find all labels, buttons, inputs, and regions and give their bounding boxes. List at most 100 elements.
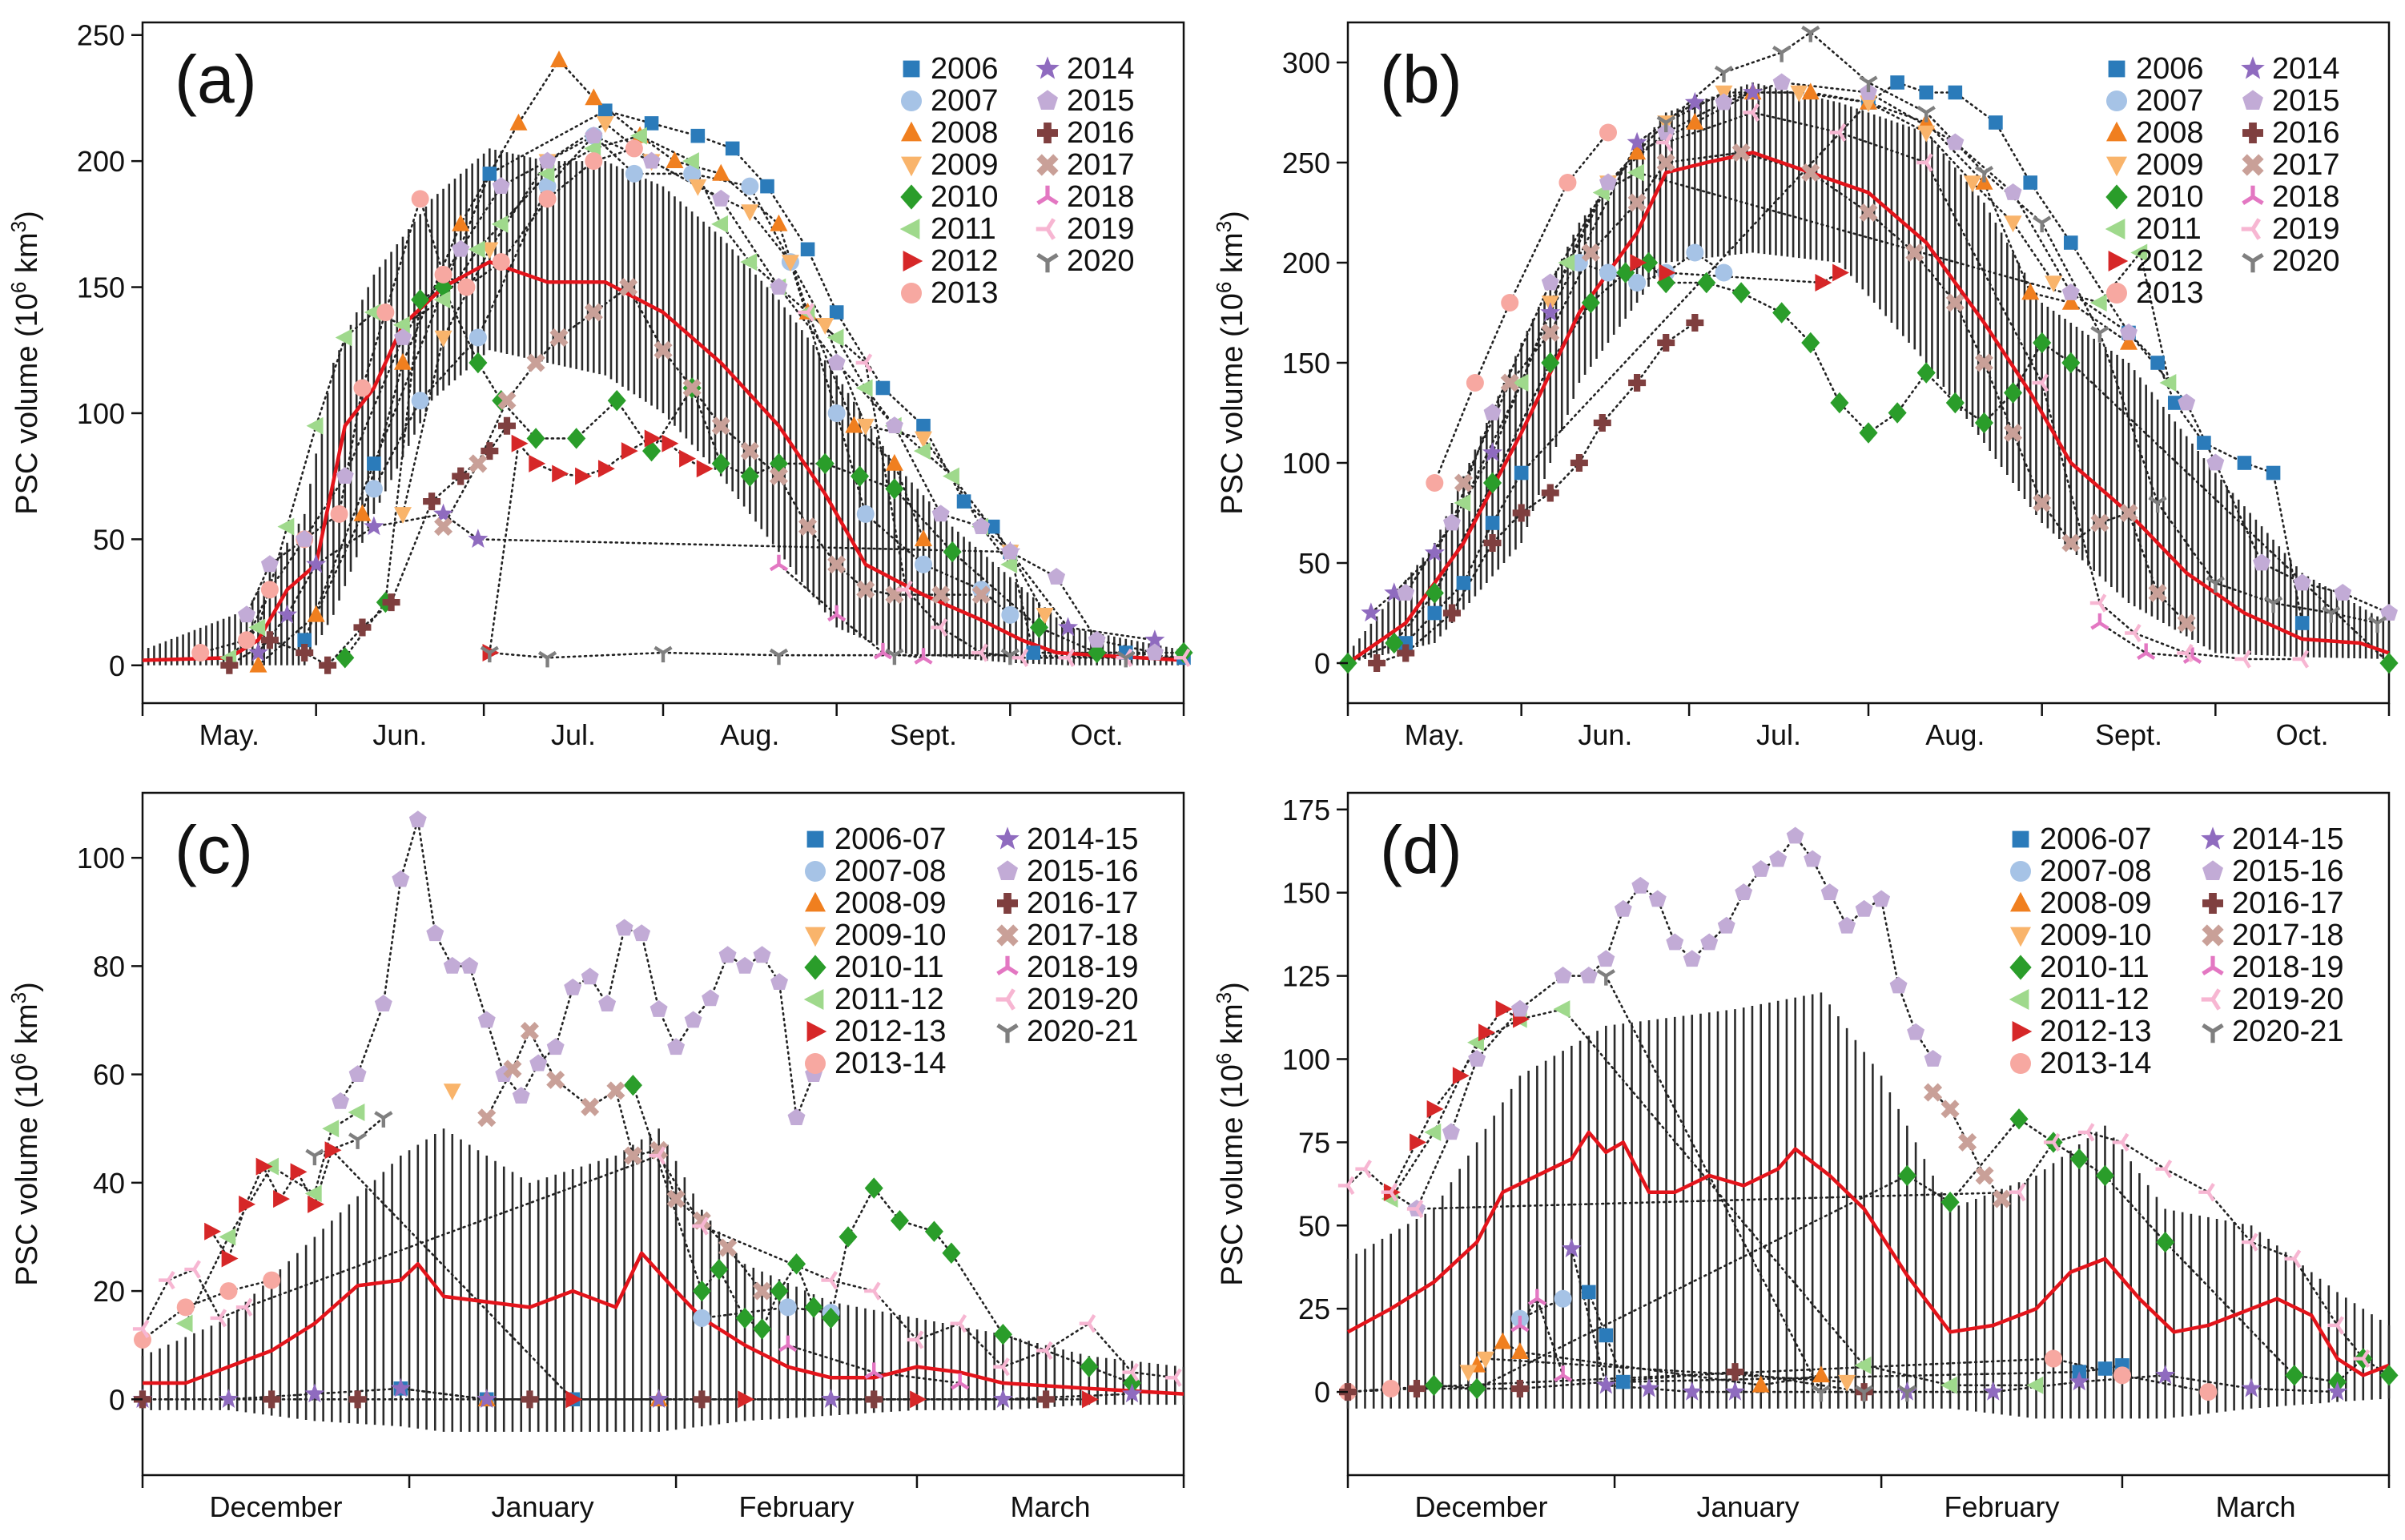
marker-2015-16 (1717, 916, 1735, 934)
marker-2020-21 (1596, 969, 1615, 986)
marker-2011 (826, 328, 844, 347)
marker-2018 (2137, 643, 2156, 660)
marker-2012-13 (204, 1222, 222, 1240)
marker-2015-16 (1442, 1123, 1460, 1140)
legend-marker-2014-15 (995, 826, 1020, 850)
marker-2010-11 (2379, 1365, 2399, 1386)
marker-2011 (364, 304, 381, 322)
marker-2020 (1656, 115, 1675, 133)
legend-marker-2019 (2241, 218, 2261, 240)
marker-2020 (1000, 648, 1020, 665)
marker-2018 (873, 642, 893, 660)
marker-2012 (575, 467, 592, 485)
marker-2006 (2294, 616, 2310, 630)
marker-2011 (392, 316, 410, 334)
marker-2012-13 (1495, 1000, 1513, 1019)
marker-2011 (630, 127, 647, 145)
marker-2019 (2177, 643, 2194, 663)
marker-2012-13 (273, 1190, 291, 1208)
marker-2007 (683, 164, 702, 183)
marker-2006 (2167, 396, 2182, 410)
x-month-label: February (738, 1490, 854, 1523)
marker-2007 (538, 177, 557, 195)
legend-label: 2006 (2136, 52, 2204, 86)
marker-2013-14 (1381, 1379, 1400, 1397)
marker-2009 (596, 116, 614, 134)
marker-2019-20 (1355, 1160, 1372, 1179)
marker-2011-12 (1424, 1123, 1442, 1141)
y-tick-label: 80 (93, 950, 125, 983)
marker-2010-11 (1467, 1377, 1486, 1400)
marker-2008 (915, 529, 932, 547)
marker-2018-19 (1553, 1365, 1573, 1382)
legend-label: 2017 (1067, 148, 1135, 182)
marker-2010-11 (993, 1323, 1012, 1345)
marker-2006-07 (2097, 1361, 2113, 1376)
y-tick-label: 100 (1282, 1043, 1330, 1076)
marker-2013-14 (219, 1282, 238, 1301)
marker-2006 (956, 494, 971, 509)
y-tick-label: 150 (1282, 877, 1330, 910)
marker-2015-16 (1597, 950, 1615, 967)
marker-2017 (1801, 163, 1820, 183)
marker-2006 (367, 456, 381, 471)
legend-label: 2020 (1067, 244, 1135, 278)
marker-2017 (526, 353, 545, 372)
marker-2007 (1628, 274, 1647, 292)
y-tick-label: 150 (77, 271, 125, 304)
marker-2010 (1541, 352, 1560, 374)
marker-2019-20 (2353, 1349, 2371, 1369)
legend-marker-2008-09 (805, 891, 826, 912)
y-tick-label: 250 (77, 19, 125, 52)
marker-2015-16 (1769, 850, 1788, 867)
marker-2010-11 (710, 1258, 729, 1281)
marker-2009 (1964, 175, 1981, 193)
marker-2013-14 (2044, 1349, 2062, 1368)
marker-2007 (364, 480, 383, 498)
marker-2011 (855, 379, 873, 397)
legend-marker-2017 (2242, 154, 2264, 176)
marker-2017-18 (1975, 1166, 1994, 1185)
marker-2019-20 (1381, 1183, 1398, 1202)
legend-marker-2012-13 (2012, 1021, 2033, 1042)
marker-2017 (1905, 243, 1924, 263)
panel-d-label: (d) (1380, 812, 1462, 887)
legend-label: 2019-20 (1027, 983, 1138, 1016)
marker-2016 (1443, 604, 1461, 622)
marker-2019-20 (2242, 1232, 2258, 1252)
marker-2015-16 (1804, 850, 1822, 867)
marker-2018-19 (1527, 1289, 1546, 1306)
y-tick-label: 250 (1282, 147, 1330, 179)
marker-2006 (760, 179, 774, 194)
marker-2013 (238, 631, 255, 649)
marker-2016 (1483, 534, 1502, 552)
marker-2019-20 (159, 1270, 175, 1290)
marker-2006 (985, 519, 1000, 534)
marker-2015-16 (1648, 890, 1667, 907)
marker-2008 (509, 113, 528, 131)
marker-2015-16 (348, 1065, 367, 1082)
marker-2010-11 (1897, 1164, 1916, 1187)
legend-label: 2014 (1067, 52, 1135, 86)
marker-2015-16 (1751, 860, 1770, 877)
marker-2011 (1000, 555, 1018, 573)
marker-2015-16 (736, 956, 754, 974)
dotted-line-2020-21 (1605, 975, 1908, 1393)
marker-2015-16 (1700, 933, 1719, 951)
marker-2015 (452, 239, 470, 257)
marker-2010-11 (753, 1318, 772, 1340)
panel-d-legend: 2006-072007-082008-092009-102010-112011-… (2009, 822, 2343, 1080)
marker-2012 (597, 460, 615, 478)
marker-2016 (382, 593, 400, 612)
marker-2017-18 (581, 1097, 600, 1116)
panel-b-y-axis-title: PSC volume (106 km3) (1212, 211, 1249, 514)
marker-2019-20 (2155, 1160, 2173, 1179)
marker-2012 (1832, 263, 1849, 282)
marker-2015-16 (1924, 1049, 1942, 1067)
marker-2015-16 (667, 1038, 686, 1055)
marker-2020 (2206, 576, 2225, 593)
marker-2015-16 (426, 924, 444, 942)
marker-2014-15 (992, 1389, 1013, 1409)
marker-2008-09 (1751, 1375, 1770, 1393)
marker-2014-15 (304, 1383, 325, 1403)
